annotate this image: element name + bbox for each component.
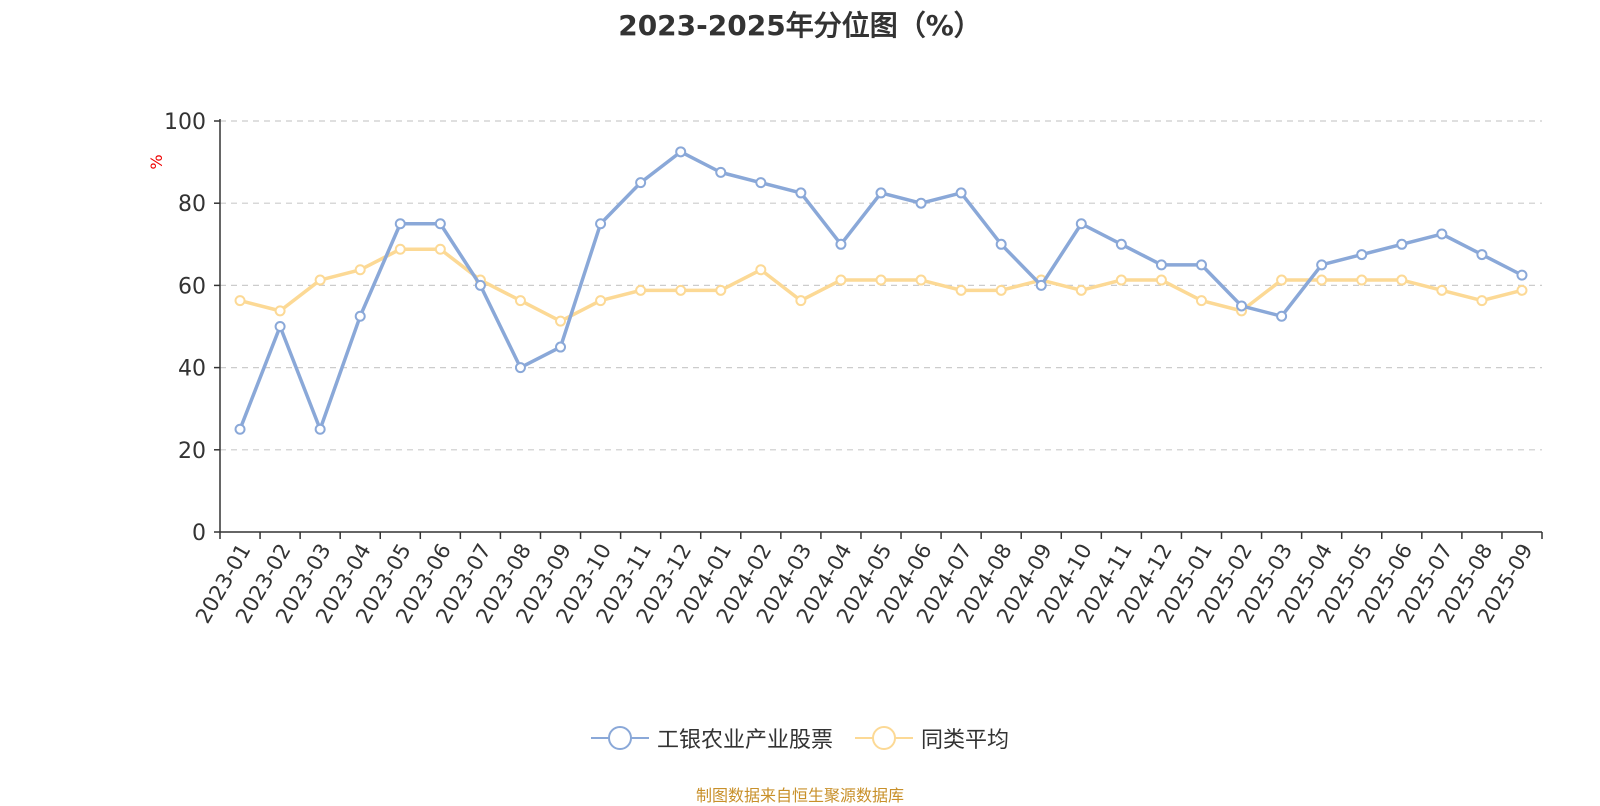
- data-point: [514, 295, 526, 307]
- data-point: [715, 166, 727, 178]
- y-tick-label: 100: [164, 110, 206, 135]
- data-point: [354, 310, 366, 322]
- legend: 工银农业产业股票 同类平均: [0, 722, 1600, 754]
- data-point: [1075, 284, 1087, 296]
- data-point: [955, 187, 967, 199]
- data-point: [434, 243, 446, 255]
- y-tick-label: 40: [178, 357, 206, 382]
- data-point: [1476, 249, 1488, 261]
- chart-title: 2023-2025年分位图（%）: [618, 9, 982, 42]
- data-point: [394, 243, 406, 255]
- data-point: [555, 315, 567, 327]
- data-point: [234, 423, 246, 435]
- source-footer: 制图数据来自恒生聚源数据库: [695, 786, 904, 805]
- data-point: [635, 177, 647, 189]
- data-point: [474, 279, 486, 291]
- data-point: [1356, 274, 1368, 286]
- data-point: [755, 264, 767, 276]
- chart-area: 020406080100%2023-012023-022023-032023-0…: [147, 110, 1543, 627]
- data-point: [1516, 284, 1528, 296]
- data-point: [1436, 284, 1448, 296]
- series-layer: [234, 146, 1528, 435]
- data-point: [835, 274, 847, 286]
- data-point: [1155, 274, 1167, 286]
- data-point: [1276, 274, 1288, 286]
- data-point: [755, 177, 767, 189]
- data-point: [795, 187, 807, 199]
- data-point: [795, 295, 807, 307]
- y-tick-label: 20: [178, 439, 206, 464]
- data-point: [274, 321, 286, 332]
- data-point: [595, 218, 607, 230]
- y-tick-label: 0: [192, 521, 206, 546]
- data-point: [595, 295, 607, 307]
- data-point: [955, 284, 967, 296]
- data-point: [635, 284, 647, 296]
- data-point: [1476, 295, 1488, 307]
- legend-item-series-1[interactable]: 工银农业产业股票: [590, 722, 833, 754]
- data-point: [1035, 279, 1047, 291]
- legend-label-series-2: 同类平均: [921, 728, 1010, 753]
- data-point: [555, 341, 567, 353]
- data-point: [1356, 249, 1368, 261]
- data-point: [1195, 259, 1207, 271]
- series-1: [234, 146, 1528, 435]
- legend-item-series-2[interactable]: 同类平均: [855, 722, 1009, 754]
- data-point: [434, 218, 446, 230]
- data-point: [1396, 238, 1408, 250]
- data-point: [1436, 228, 1448, 240]
- data-point: [274, 305, 286, 317]
- data-point: [675, 146, 687, 158]
- data-point: [1316, 274, 1328, 286]
- data-point: [1516, 269, 1528, 281]
- data-point: [1396, 274, 1408, 286]
- data-point: [995, 238, 1007, 250]
- legend-marker-series-2: [855, 725, 913, 751]
- data-point: [1115, 238, 1127, 250]
- y-tick-label: 60: [178, 274, 206, 299]
- data-point: [1075, 218, 1087, 230]
- data-point: [915, 274, 927, 286]
- data-point: [1236, 300, 1248, 312]
- data-point: [394, 218, 406, 230]
- y-tick-label: 80: [178, 192, 206, 217]
- data-point: [875, 187, 887, 199]
- axis-layer: 020406080100%2023-012023-022023-032023-0…: [147, 110, 1543, 627]
- data-point: [1316, 259, 1328, 271]
- data-point: [875, 274, 887, 286]
- legend-label-series-1: 工银农业产业股票: [656, 728, 833, 753]
- data-point: [835, 238, 847, 250]
- data-point: [514, 362, 526, 374]
- data-point: [995, 284, 1007, 296]
- data-point: [314, 274, 326, 286]
- data-point: [1276, 310, 1288, 322]
- data-point: [675, 284, 687, 296]
- y-axis-unit: %: [147, 154, 166, 169]
- data-point: [1155, 259, 1167, 271]
- data-point: [314, 423, 326, 435]
- data-point: [1195, 295, 1207, 307]
- data-point: [1115, 274, 1127, 286]
- data-point: [715, 284, 727, 296]
- legend-marker-series-1: [590, 725, 649, 751]
- data-point: [354, 264, 366, 276]
- data-point: [915, 197, 927, 209]
- data-point: [234, 295, 246, 307]
